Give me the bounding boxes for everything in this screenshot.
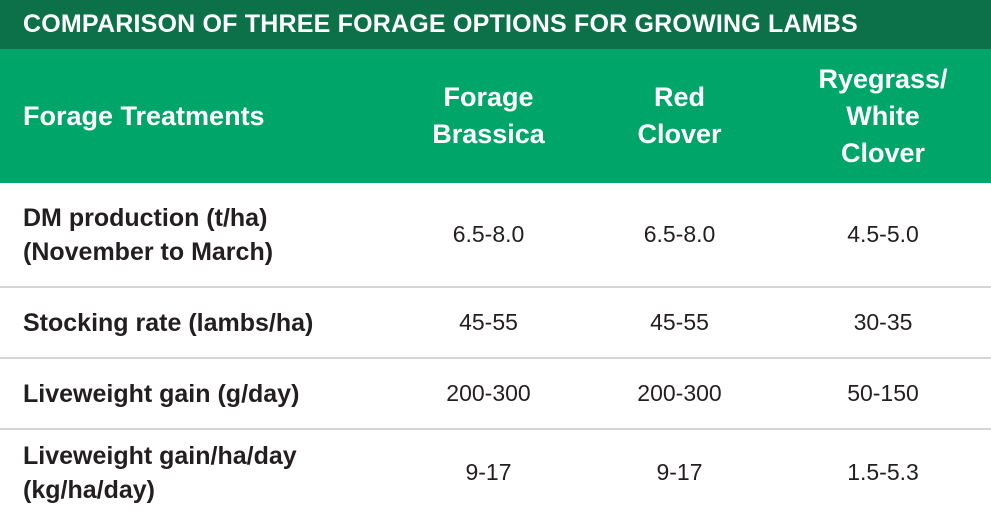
table-row-dm-production: DM production (t/ha) (November to March)… bbox=[0, 183, 991, 288]
column-header-ryegrass-white-clover: Ryegrass/ White Clover bbox=[775, 61, 991, 172]
table-cell: 200-300 bbox=[446, 380, 531, 406]
row-label-line: (kg/ha/day) bbox=[23, 475, 155, 504]
column-header-line: Clover bbox=[637, 119, 722, 149]
table-cell: 4.5-5.0 bbox=[847, 221, 919, 247]
table-cell: 50-150 bbox=[847, 380, 919, 406]
table-cell: 6.5-8.0 bbox=[643, 221, 716, 247]
column-header-forage-brassica: Forage Brassica bbox=[393, 79, 584, 153]
table-cell: 6.5-8.0 bbox=[452, 221, 525, 247]
table-cell: 30-35 bbox=[853, 309, 913, 335]
column-header-line: Brassica bbox=[432, 119, 545, 149]
header-label: Forage Treatments bbox=[23, 100, 265, 131]
table-row-liveweight-gain: Liveweight gain (g/day) 200-300 200-300 … bbox=[0, 359, 991, 430]
row-label: Stocking rate (lambs/ha) bbox=[0, 306, 393, 340]
column-header-line: Ryegrass/ bbox=[818, 63, 948, 94]
table-title: COMPARISON OF THREE FORAGE OPTIONS FOR G… bbox=[23, 10, 858, 38]
column-header-line: Clover bbox=[840, 137, 926, 168]
table-row-liveweight-gain-per-ha: Liveweight gain/ha/day (kg/ha/day) 9-17 … bbox=[0, 430, 991, 515]
table-row-stocking-rate: Stocking rate (lambs/ha) 45-55 45-55 30-… bbox=[0, 288, 991, 359]
table-cell: 9-17 bbox=[656, 459, 703, 485]
column-header-line: White bbox=[846, 100, 920, 131]
header-row: Forage Treatments Forage Brassica Red Cl… bbox=[0, 49, 991, 183]
table-cell: 45-55 bbox=[650, 309, 709, 335]
row-label-line: Liveweight gain (g/day) bbox=[23, 379, 300, 408]
table-cell: 45-55 bbox=[459, 309, 518, 335]
row-label-line: DM production (t/ha) bbox=[23, 203, 268, 232]
table-cell: 9-17 bbox=[465, 459, 512, 485]
row-label: Liveweight gain/ha/day (kg/ha/day) bbox=[0, 439, 393, 507]
column-header-line: Red bbox=[653, 82, 705, 112]
row-label-line: Stocking rate (lambs/ha) bbox=[23, 308, 314, 337]
table-cell: 200-300 bbox=[637, 380, 722, 406]
column-header-red-clover: Red Clover bbox=[584, 79, 775, 153]
title-bar: COMPARISON OF THREE FORAGE OPTIONS FOR G… bbox=[0, 0, 991, 49]
column-header-line: Forage bbox=[443, 82, 534, 112]
row-label: DM production (t/ha) (November to March) bbox=[0, 201, 393, 269]
row-label-line: (November to March) bbox=[23, 237, 274, 266]
row-label: Liveweight gain (g/day) bbox=[0, 377, 393, 411]
table-cell: 1.5-5.3 bbox=[847, 459, 919, 485]
row-label-line: Liveweight gain/ha/day bbox=[23, 441, 297, 470]
